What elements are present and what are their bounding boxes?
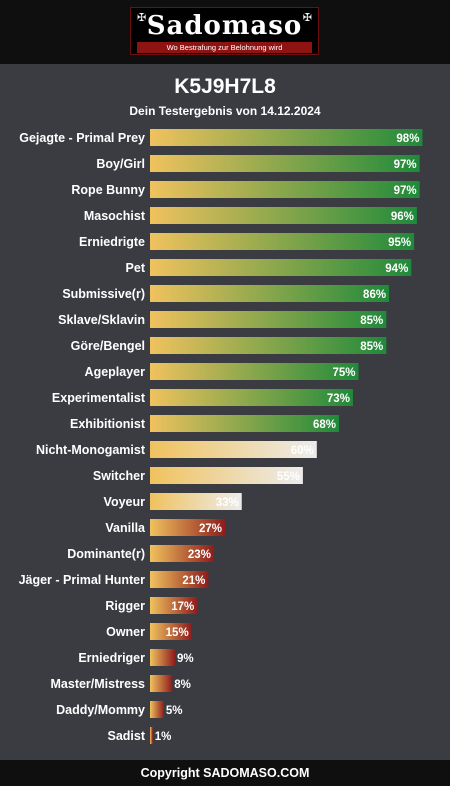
logo-tagline: Wo Bestrafung zur Belohnung wird: [137, 42, 312, 53]
logo-wordmark: Sadomaso: [146, 11, 303, 41]
category-label: Jäger - Primal Hunter: [19, 573, 146, 587]
value-label: 97%: [394, 159, 417, 171]
value-label: 96%: [391, 211, 414, 223]
value-label: 17%: [171, 601, 194, 613]
bar: [150, 259, 412, 276]
value-label: 68%: [313, 419, 336, 431]
bar: [150, 285, 390, 302]
value-label: 5%: [166, 705, 183, 717]
value-label: 85%: [360, 315, 383, 327]
logo-cross-left-icon: ✠: [137, 11, 147, 24]
category-label: Sklave/Sklavin: [58, 313, 145, 327]
logo-cross-right-icon: ✠: [302, 11, 312, 24]
bar: [150, 155, 420, 172]
bar: [150, 545, 214, 562]
footer-copyright: Copyright SADOMASO.COM: [0, 760, 450, 786]
value-label: 33%: [216, 497, 239, 509]
category-label: Vanilla: [105, 521, 146, 535]
category-label: Dominante(r): [67, 547, 145, 561]
category-label: Göre/Bengel: [71, 339, 145, 353]
category-label: Rigger: [105, 599, 145, 613]
category-label: Exhibitionist: [70, 417, 146, 431]
bar: [150, 207, 417, 224]
bar: [150, 311, 387, 328]
value-label: 85%: [360, 341, 383, 353]
bar: [150, 467, 303, 484]
bar: [150, 129, 423, 146]
value-label: 21%: [182, 575, 205, 587]
bar: [150, 493, 242, 510]
bar: [150, 363, 359, 380]
value-label: 27%: [199, 523, 222, 535]
category-label: Rope Bunny: [71, 183, 145, 197]
bar: [150, 389, 353, 406]
value-label: 1%: [155, 731, 172, 743]
category-label: Ageplayer: [85, 365, 146, 379]
bar: [150, 441, 317, 458]
bar: [150, 649, 176, 666]
bar: [150, 233, 415, 250]
bar: [150, 597, 198, 614]
bar: [150, 571, 209, 588]
value-label: 97%: [394, 185, 417, 197]
category-label: Erniedrigte: [79, 235, 145, 249]
value-label: 9%: [177, 653, 194, 665]
category-label: Switcher: [93, 469, 145, 483]
category-label: Erniedriger: [78, 651, 145, 665]
value-label: 98%: [396, 133, 419, 145]
bar: [150, 519, 226, 536]
site-header: ✠ Sadomaso ✠ Wo Bestrafung zur Belohnung…: [0, 0, 450, 64]
category-label: Voyeur: [104, 495, 146, 509]
value-label: 23%: [188, 549, 211, 561]
category-label: Submissive(r): [62, 287, 145, 301]
category-label: Master/Mistress: [51, 677, 146, 691]
value-label: 95%: [388, 237, 411, 249]
category-label: Sadist: [107, 729, 145, 743]
bar: [150, 181, 420, 198]
category-label: Pet: [126, 261, 146, 275]
category-label: Experimentalist: [52, 391, 146, 405]
value-label: 60%: [291, 445, 314, 457]
bar: [150, 623, 192, 640]
site-logo[interactable]: ✠ Sadomaso ✠ Wo Bestrafung zur Belohnung…: [130, 7, 319, 55]
category-label: Nicht-Monogamist: [36, 443, 146, 457]
value-label: 75%: [332, 367, 355, 379]
value-label: 94%: [385, 263, 408, 275]
value-label: 15%: [166, 627, 189, 639]
value-label: 8%: [174, 679, 191, 691]
value-label: 55%: [277, 471, 300, 483]
bar: [150, 415, 340, 432]
category-label: Boy/Girl: [96, 157, 145, 171]
bar: [150, 727, 153, 744]
category-label: Daddy/Mommy: [56, 703, 145, 717]
result-subtitle: Dein Testergebnis von 14.12.2024: [129, 104, 321, 118]
category-label: Owner: [106, 625, 145, 639]
bar: [150, 675, 173, 692]
category-label: Gejagte - Primal Prey: [19, 131, 145, 145]
value-label: 73%: [327, 393, 350, 405]
result-title: K5J9H7L8: [174, 75, 276, 98]
bar: [150, 701, 164, 718]
bar: [150, 337, 387, 354]
category-label: Masochist: [84, 209, 146, 223]
value-label: 86%: [363, 289, 386, 301]
